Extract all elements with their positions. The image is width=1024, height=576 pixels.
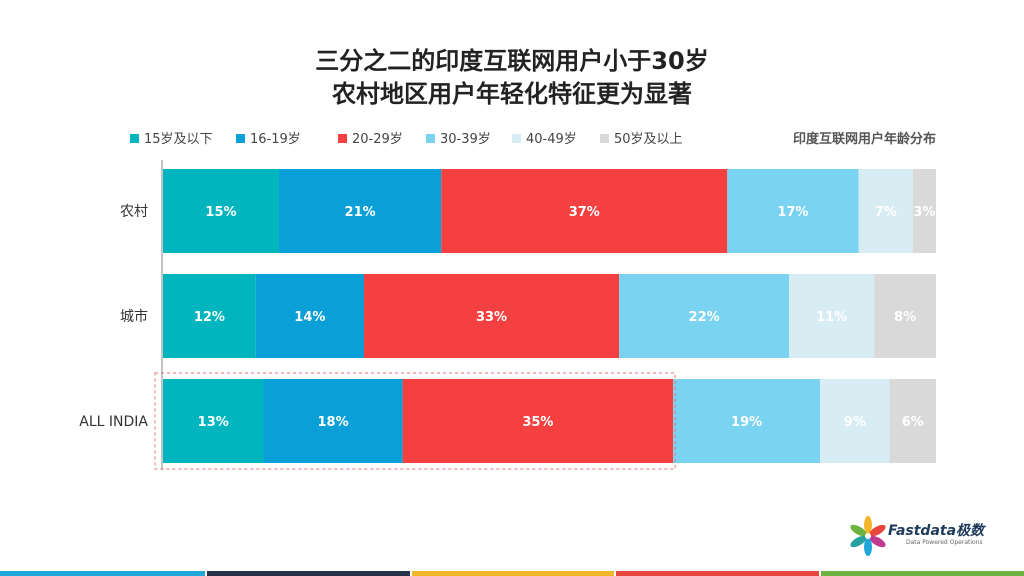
data-label: 13% [198, 415, 229, 430]
data-label: 33% [476, 310, 507, 325]
bar-segment [820, 379, 890, 463]
legend-swatch [426, 134, 435, 143]
bottom-bar-segment [821, 571, 1024, 576]
bar-segment [874, 274, 936, 358]
logo-tagline: Data Powered Operations [906, 539, 983, 546]
legend-item: 40-49岁 [512, 130, 577, 150]
bar-segment [163, 169, 279, 253]
bar-segment [278, 169, 442, 253]
bar-segment [163, 274, 256, 358]
data-label: 9% [844, 415, 866, 430]
flower-logo-icon [850, 516, 886, 556]
legend-swatch [600, 134, 609, 143]
legend-swatch [236, 134, 245, 143]
bar-segment [673, 379, 821, 463]
highlight-box [154, 372, 676, 470]
bottom-bar-segment [206, 571, 410, 576]
chart-subtitle: 印度互联网用户年龄分布 [792, 132, 936, 147]
bottom-bar-segment [411, 571, 615, 576]
bar-segment [619, 274, 790, 358]
data-label: 17% [777, 205, 808, 220]
bar-segment [255, 274, 364, 358]
data-label: 6% [902, 415, 924, 430]
bar-segment [912, 169, 936, 253]
bottom-bar-segment [616, 571, 820, 576]
legend-label: 30-39岁 [440, 132, 491, 147]
category-label: ALL INDIA [79, 414, 148, 430]
fastdata-logo: Fastdata极数 Data Powered Operations [848, 512, 998, 560]
legend-item: 16-19岁 [236, 130, 301, 150]
legend-swatch [338, 134, 347, 143]
data-label: 21% [345, 205, 376, 220]
data-label: 15% [205, 205, 236, 220]
legend-item: 30-39岁 [426, 130, 491, 150]
legend-label: 15岁及以下 [144, 132, 213, 147]
legend-swatch [130, 134, 139, 143]
legend-swatch [512, 134, 521, 143]
bar-segment [789, 274, 875, 358]
data-label: 14% [294, 310, 325, 325]
data-label: 7% [875, 205, 897, 220]
data-label: 22% [689, 310, 720, 325]
legend-item: 15岁及以下 [130, 130, 213, 150]
legend-label: 50岁及以上 [614, 132, 683, 147]
chart-title-line2: 农村地区用户年轻化特征更为显著 [332, 80, 692, 108]
category-label: 农村 [120, 204, 148, 220]
category-label: 城市 [120, 308, 148, 325]
data-label: 19% [731, 415, 762, 430]
bar-segment [163, 379, 264, 463]
legend-label: 20-29岁 [352, 132, 403, 147]
legend-label: 16-19岁 [250, 132, 301, 147]
data-label: 11% [816, 310, 847, 325]
legend-label: 40-49岁 [526, 132, 577, 147]
bar-segment [858, 169, 913, 253]
legend-item: 50岁及以上 [600, 130, 683, 150]
bar-segment [363, 274, 620, 358]
bar-segment [727, 169, 859, 253]
chart-title-line1: 三分之二的印度互联网用户小于30岁 [315, 47, 709, 75]
legend-item: 20-29岁 [338, 130, 403, 150]
data-label: 12% [194, 310, 225, 325]
data-label: 3% [913, 205, 935, 220]
bottom-bar-segment [0, 571, 205, 576]
bar-segment [441, 169, 728, 253]
bar-segment [402, 379, 674, 463]
bar-segment [889, 379, 936, 463]
bar-segment [263, 379, 403, 463]
logo-name: Fastdata极数 [888, 523, 985, 539]
data-label: 18% [317, 415, 348, 430]
data-label: 35% [522, 415, 553, 430]
data-label: 8% [894, 310, 916, 325]
data-label: 37% [569, 205, 600, 220]
